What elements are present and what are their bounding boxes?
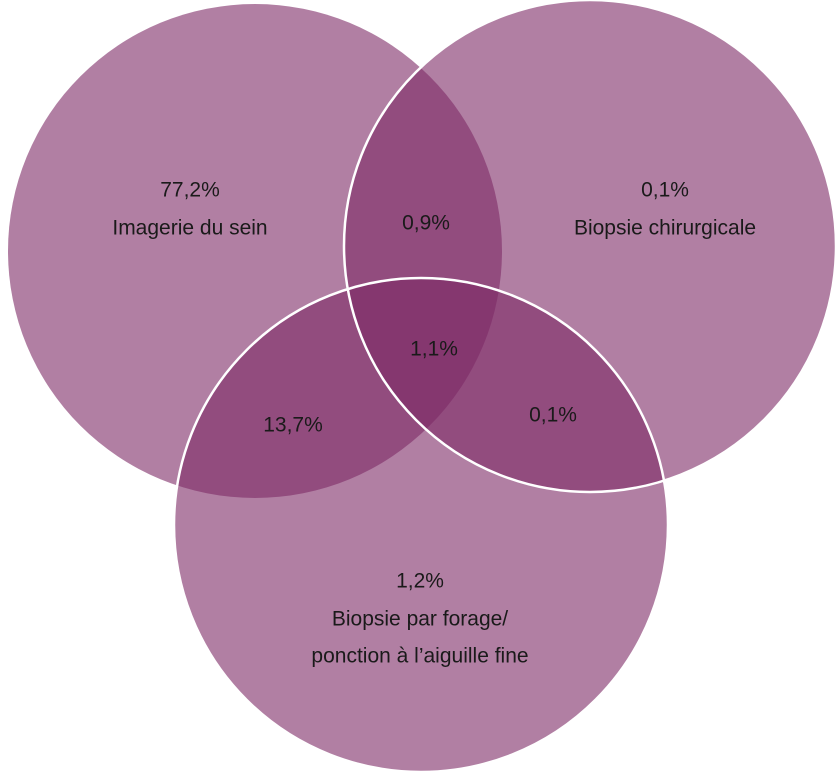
set-label: Imagerie du sein <box>112 217 267 240</box>
intersection-value: 1,1% <box>410 338 458 361</box>
set-label: ponction à l’aiguille fine <box>311 645 528 668</box>
set-label: Biopsie par forage/ <box>332 608 508 631</box>
set-label: Biopsie chirurgicale <box>574 217 756 240</box>
set-circle <box>174 278 668 772</box>
intersection-value: 0,9% <box>402 212 450 235</box>
circle-outline <box>342 0 836 494</box>
circle-outline <box>172 276 670 773</box>
intersection-value: 0,1% <box>529 404 577 427</box>
intersection-value: 13,7% <box>263 414 323 437</box>
set-value: 77,2% <box>160 179 220 202</box>
set-value: 1,2% <box>396 570 444 593</box>
set-value: 0,1% <box>641 179 689 202</box>
